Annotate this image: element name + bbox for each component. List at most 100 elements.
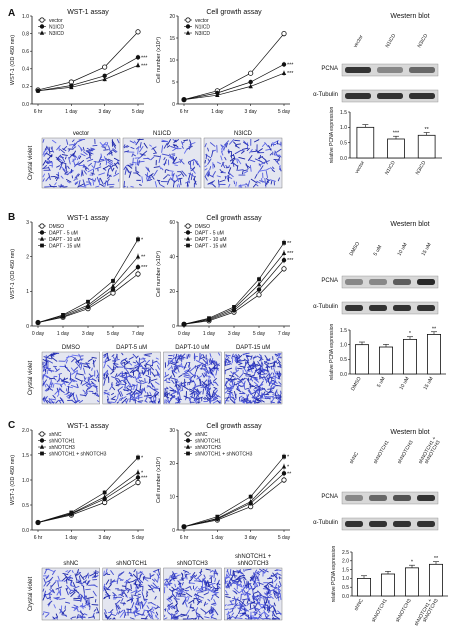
panel-1-bar-category: 10 uM	[399, 376, 411, 391]
panel-2-cell-stroke	[178, 583, 181, 589]
panel-2-cell-stroke	[172, 604, 176, 609]
panel-1-cell-stroke	[111, 395, 117, 400]
panel-1-cell-stroke	[224, 363, 231, 366]
panel-1-cell-stroke	[194, 384, 196, 390]
panel-1-growth-point	[182, 322, 186, 327]
panel-2-cell-stroke	[169, 579, 172, 582]
panel-2-cell-stroke	[273, 617, 280, 620]
panel-0-cell-stroke	[173, 177, 180, 183]
panel-2-cell-stroke	[228, 616, 233, 620]
panel-1-bar-significance: **	[432, 326, 437, 332]
panel-1-cell-stroke	[274, 353, 279, 356]
panel-2-cell-stroke	[118, 577, 123, 581]
panel-1-cell-stroke	[153, 388, 159, 393]
panel-0-cell-stroke	[243, 141, 249, 146]
panel-0-cell-stroke	[250, 178, 258, 184]
panel-1-wst-legend-label: DAPT - 10 uM	[49, 237, 81, 243]
panel-1-cell-stroke	[155, 357, 159, 360]
panel-1-cell-stroke	[137, 400, 144, 402]
panel-0-cell-stroke	[237, 158, 242, 165]
panel-1-bar	[402, 338, 417, 375]
panel-2-cell-stroke	[227, 611, 229, 619]
panel-0-cell-stroke	[163, 142, 168, 149]
panel-1-cell-stroke	[62, 380, 68, 383]
panel-2-cell-stroke	[228, 577, 232, 584]
panel-0-cell-stroke	[204, 143, 207, 148]
panel-1-cell-stroke	[214, 363, 221, 366]
panel-0-cell-stroke	[233, 180, 236, 185]
panel-0-cell-stroke	[231, 157, 236, 165]
panel-1-cell-stroke	[211, 390, 215, 398]
panel-1-growth-legend-label: DAPT - 10 uM	[195, 237, 227, 243]
panel-2-cell-stroke	[139, 601, 142, 610]
panel-2-growth-legend-marker	[185, 444, 191, 449]
panel-1-cell-stroke	[80, 363, 83, 370]
panel-2-cell-stroke	[252, 597, 256, 604]
panel-1-cell-stroke	[131, 369, 138, 373]
panel-1-band	[345, 305, 363, 311]
panel-2-cell-stroke	[185, 592, 193, 598]
panel-1-cell-stroke	[65, 359, 68, 364]
panel-2-cell-stroke	[121, 598, 124, 602]
panel-2-cell-stroke	[248, 598, 251, 602]
panel-2-cell-stroke	[238, 601, 245, 608]
panel-0-cell-stroke	[236, 158, 238, 164]
panel-2-cell-stroke	[141, 601, 144, 609]
panel-2-cell-stroke	[139, 574, 142, 577]
panel-0-cell-stroke	[149, 144, 152, 147]
panel-1-cell-stroke	[193, 364, 201, 368]
panel-1-cell-stroke	[180, 362, 183, 369]
panel-1-cell-stroke	[58, 387, 60, 395]
panel-1-cell-stroke	[177, 384, 181, 388]
panel-1-growth-ytick-label: 20	[169, 289, 175, 295]
panel-1-cell-stroke	[78, 353, 83, 361]
panel-2-cell-stroke	[109, 617, 112, 620]
panel-2-cell-stroke	[68, 575, 72, 578]
panel-1-cell-stroke	[176, 387, 180, 395]
panel-1-cell-stroke	[261, 400, 265, 403]
panel-2-cell-stroke	[167, 612, 172, 616]
panel-1-blot-title: Western blot	[390, 221, 429, 228]
panel-2-cell-stroke	[252, 573, 256, 578]
panel-2-cell-stroke	[74, 588, 80, 594]
panel-0-bar-significance: **	[425, 127, 430, 133]
panel-2-cell-stroke	[226, 570, 230, 577]
panel-2-cell-stroke	[209, 576, 213, 580]
panel-2-cell-stroke	[250, 575, 253, 582]
panel-2-cell-stroke	[211, 585, 217, 591]
panel-1-cell-stroke	[250, 363, 255, 367]
panel-0-cell-stroke	[235, 181, 237, 187]
panel-0-crystal-caption: N3ICD	[234, 131, 253, 137]
panel-2-cell-stroke	[47, 596, 51, 600]
panel-0-band	[345, 93, 371, 99]
panel-2-cell-stroke	[165, 584, 168, 589]
panel-2-cell-stroke	[125, 595, 129, 598]
panel-2-cell-stroke	[141, 591, 144, 597]
panel-2-row-label: α-Tubulin	[313, 520, 338, 526]
panel-2-cell-stroke	[171, 586, 176, 591]
panel-0-cell-stroke	[133, 154, 136, 157]
panel-0-cell-stroke	[123, 166, 127, 170]
panel-2-cell-stroke	[209, 570, 214, 573]
panel-2-growth-point	[281, 464, 287, 469]
panel-0-cell-stroke	[163, 159, 167, 166]
panel-1-cell-stroke	[85, 384, 91, 389]
panel-1-cell-stroke	[178, 355, 180, 359]
panel-1-cell-stroke	[266, 391, 270, 394]
panel-1-cell-stroke	[190, 379, 194, 382]
panel-0-cell-stroke	[88, 177, 95, 182]
panel-1-cell-stroke	[47, 386, 51, 390]
panel-0-cell-stroke	[173, 161, 180, 164]
panel-0-cell-stroke	[61, 155, 66, 163]
panel-0-cell-stroke	[66, 180, 71, 184]
panel-2-cell-stroke	[55, 613, 59, 618]
panel-2-cell-stroke	[191, 609, 196, 612]
panel-1-cell-stroke	[152, 396, 155, 404]
panel-1-cell-stroke	[129, 369, 134, 374]
panel-1-cell-stroke	[79, 362, 83, 365]
panel-1-band	[369, 279, 387, 285]
panel-2-cell-stroke	[198, 614, 200, 620]
panel-2-growth-series-line	[183, 473, 285, 528]
